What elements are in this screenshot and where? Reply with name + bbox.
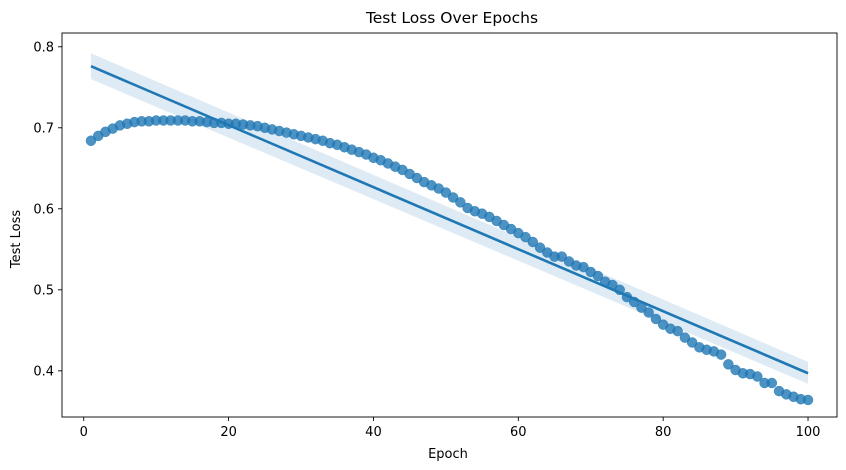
x-tick-label: 40 — [365, 425, 382, 440]
data-point — [578, 261, 589, 273]
x-tick-label: 100 — [796, 425, 821, 440]
x-tick-label: 0 — [80, 425, 88, 440]
data-point — [592, 270, 604, 282]
data-point — [455, 197, 466, 208]
data-point — [643, 307, 654, 318]
data-point — [766, 377, 778, 389]
data-point — [527, 236, 539, 248]
data-point — [556, 251, 568, 262]
data-point — [752, 371, 763, 382]
y-tick-label: 0.8 — [33, 40, 54, 55]
data-point — [679, 332, 691, 343]
data-point — [672, 325, 683, 337]
data-point — [715, 349, 727, 360]
x-tick-label: 80 — [655, 425, 672, 440]
chart-title: Test Loss Over Epochs — [365, 9, 538, 27]
x-tick-label: 60 — [510, 425, 527, 440]
y-tick-label: 0.7 — [33, 121, 54, 136]
y-tick-label: 0.5 — [33, 283, 54, 298]
y-tick-label: 0.4 — [33, 364, 54, 379]
data-point — [723, 359, 734, 370]
data-point — [802, 394, 814, 406]
plot-area — [85, 53, 814, 406]
x-tick-label: 20 — [220, 425, 237, 440]
data-point — [520, 231, 531, 243]
x-axis-label: Epoch — [428, 447, 468, 462]
axes: 0 20 40 60 80 100 0.4 0.5 0.6 0.7 0.8 — [33, 32, 838, 440]
data-point — [447, 192, 459, 203]
data-point — [85, 135, 97, 146]
axes-frame — [61, 32, 838, 418]
data-point — [686, 337, 698, 348]
data-point — [534, 242, 546, 253]
regression-line — [90, 65, 809, 375]
data-point — [650, 313, 662, 325]
y-tick-label: 0.6 — [33, 202, 54, 217]
data-point — [440, 187, 452, 198]
y-axis-label: Test Loss — [9, 210, 24, 269]
